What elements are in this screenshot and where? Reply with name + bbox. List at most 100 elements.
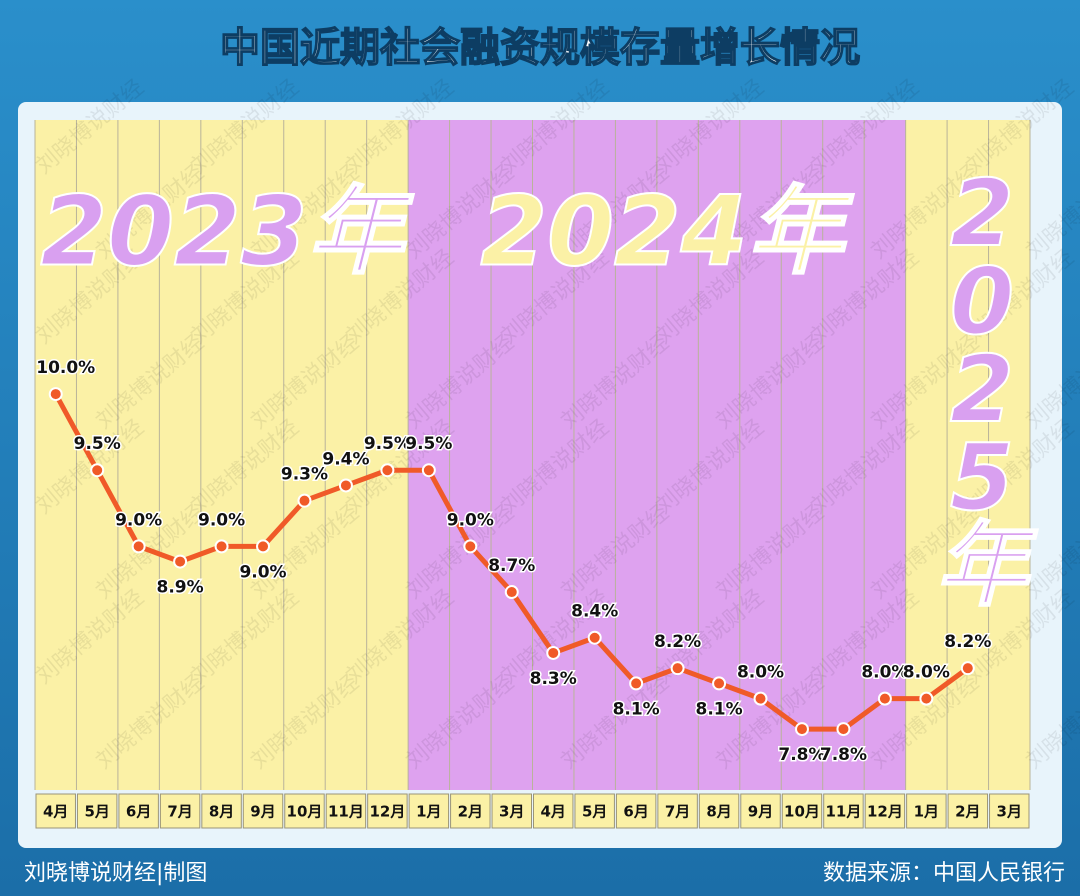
x-tick-label: 8月 bbox=[706, 803, 731, 821]
point bbox=[463, 539, 478, 554]
point bbox=[629, 676, 644, 691]
category-cell bbox=[947, 793, 989, 829]
data-label: 8.9% bbox=[157, 578, 204, 598]
data-label: 9.0% bbox=[447, 510, 494, 530]
x-tick-label: 12月 bbox=[867, 803, 903, 821]
point bbox=[836, 722, 851, 737]
point bbox=[214, 539, 229, 554]
category-cell bbox=[989, 793, 1030, 829]
category-cell bbox=[823, 793, 864, 829]
data-label: 9.5% bbox=[74, 434, 121, 454]
data-label: 9.0% bbox=[115, 510, 162, 530]
year-label: 2024年 bbox=[480, 175, 854, 287]
point bbox=[48, 387, 63, 402]
point bbox=[380, 463, 395, 478]
data-label: 9.4% bbox=[322, 449, 369, 469]
data-label: 9.3% bbox=[281, 465, 328, 485]
x-tick-label: 1月 bbox=[416, 803, 441, 821]
data-label: 8.2% bbox=[944, 632, 991, 652]
year-label: 2025年 bbox=[935, 160, 1029, 619]
year-label: 2023年 bbox=[40, 175, 414, 287]
category-cell bbox=[864, 793, 906, 829]
credit: 刘晓博说财经|制图 bbox=[24, 861, 207, 886]
source: 数据来源：中国人民银行 bbox=[823, 861, 1065, 886]
point bbox=[338, 478, 353, 493]
x-tick-label: 8月 bbox=[209, 803, 234, 821]
x-tick-label: 7月 bbox=[167, 803, 192, 821]
data-label: 9.0% bbox=[198, 510, 245, 530]
data-label: 8.7% bbox=[488, 556, 535, 576]
point bbox=[131, 539, 146, 554]
category-cell bbox=[615, 793, 657, 829]
category-cell bbox=[159, 793, 201, 829]
x-tick-label: 2月 bbox=[955, 803, 980, 821]
data-label: 8.1% bbox=[695, 699, 742, 719]
category-cell bbox=[657, 793, 698, 829]
point bbox=[919, 691, 934, 706]
point bbox=[421, 463, 436, 478]
x-tick-label: 10月 bbox=[784, 803, 820, 821]
data-label: 8.4% bbox=[571, 602, 618, 622]
point bbox=[960, 661, 975, 676]
x-tick-label: 11月 bbox=[328, 803, 364, 821]
category-cell bbox=[533, 793, 574, 829]
x-tick-label: 9月 bbox=[250, 803, 275, 821]
year-band bbox=[905, 120, 1030, 790]
x-tick-label: 5月 bbox=[582, 803, 607, 821]
data-label: 10.0% bbox=[36, 358, 95, 378]
data-label: 8.3% bbox=[530, 669, 577, 689]
x-tick-label: 2月 bbox=[458, 803, 483, 821]
data-label: 8.2% bbox=[654, 632, 701, 652]
data-label: 9.5% bbox=[405, 434, 452, 454]
x-tick-label: 5月 bbox=[84, 803, 109, 821]
point bbox=[753, 691, 768, 706]
x-tick-label: 4月 bbox=[541, 803, 566, 821]
point bbox=[712, 676, 727, 691]
point bbox=[90, 463, 105, 478]
data-label: 8.1% bbox=[613, 699, 660, 719]
x-tick-label: 4月 bbox=[43, 803, 68, 821]
category-cell bbox=[76, 793, 118, 829]
data-label: 9.5% bbox=[364, 434, 411, 454]
point bbox=[546, 645, 561, 660]
point bbox=[297, 493, 312, 508]
x-tick-label: 3月 bbox=[997, 803, 1022, 821]
category-cell bbox=[367, 793, 408, 829]
category-cell bbox=[781, 793, 823, 829]
x-tick-label: 9月 bbox=[748, 803, 773, 821]
data-label: 9.0% bbox=[239, 562, 286, 582]
x-tick-label: 6月 bbox=[126, 803, 151, 821]
category-cell bbox=[698, 793, 740, 829]
category-cell bbox=[450, 793, 491, 829]
data-label: 7.8% bbox=[820, 745, 867, 765]
x-tick-label: 6月 bbox=[623, 803, 648, 821]
x-tick-label: 1月 bbox=[914, 803, 939, 821]
point bbox=[670, 661, 685, 676]
point bbox=[173, 554, 188, 569]
x-tick-label: 7月 bbox=[665, 803, 690, 821]
category-cell bbox=[35, 793, 76, 829]
category-cell bbox=[574, 793, 615, 829]
year-band bbox=[35, 120, 409, 790]
category-cell bbox=[408, 793, 450, 829]
chart-title: 中国近期社会融资规模存量增长情况 bbox=[220, 25, 860, 71]
point bbox=[877, 691, 892, 706]
x-tick-label: 11月 bbox=[826, 803, 862, 821]
point bbox=[256, 539, 271, 554]
category-cell bbox=[118, 793, 159, 829]
data-label: 8.0% bbox=[737, 663, 784, 683]
point bbox=[587, 630, 602, 645]
category-cell bbox=[242, 793, 284, 829]
category-cell bbox=[284, 793, 325, 829]
data-label: 7.8% bbox=[778, 745, 825, 765]
category-cell bbox=[325, 793, 367, 829]
category-cell bbox=[740, 793, 781, 829]
category-cell bbox=[491, 793, 532, 829]
x-tick-label: 12月 bbox=[369, 803, 405, 821]
data-label: 8.0% bbox=[903, 663, 950, 683]
category-cell bbox=[201, 793, 242, 829]
category-cell bbox=[906, 793, 947, 829]
point bbox=[794, 722, 809, 737]
